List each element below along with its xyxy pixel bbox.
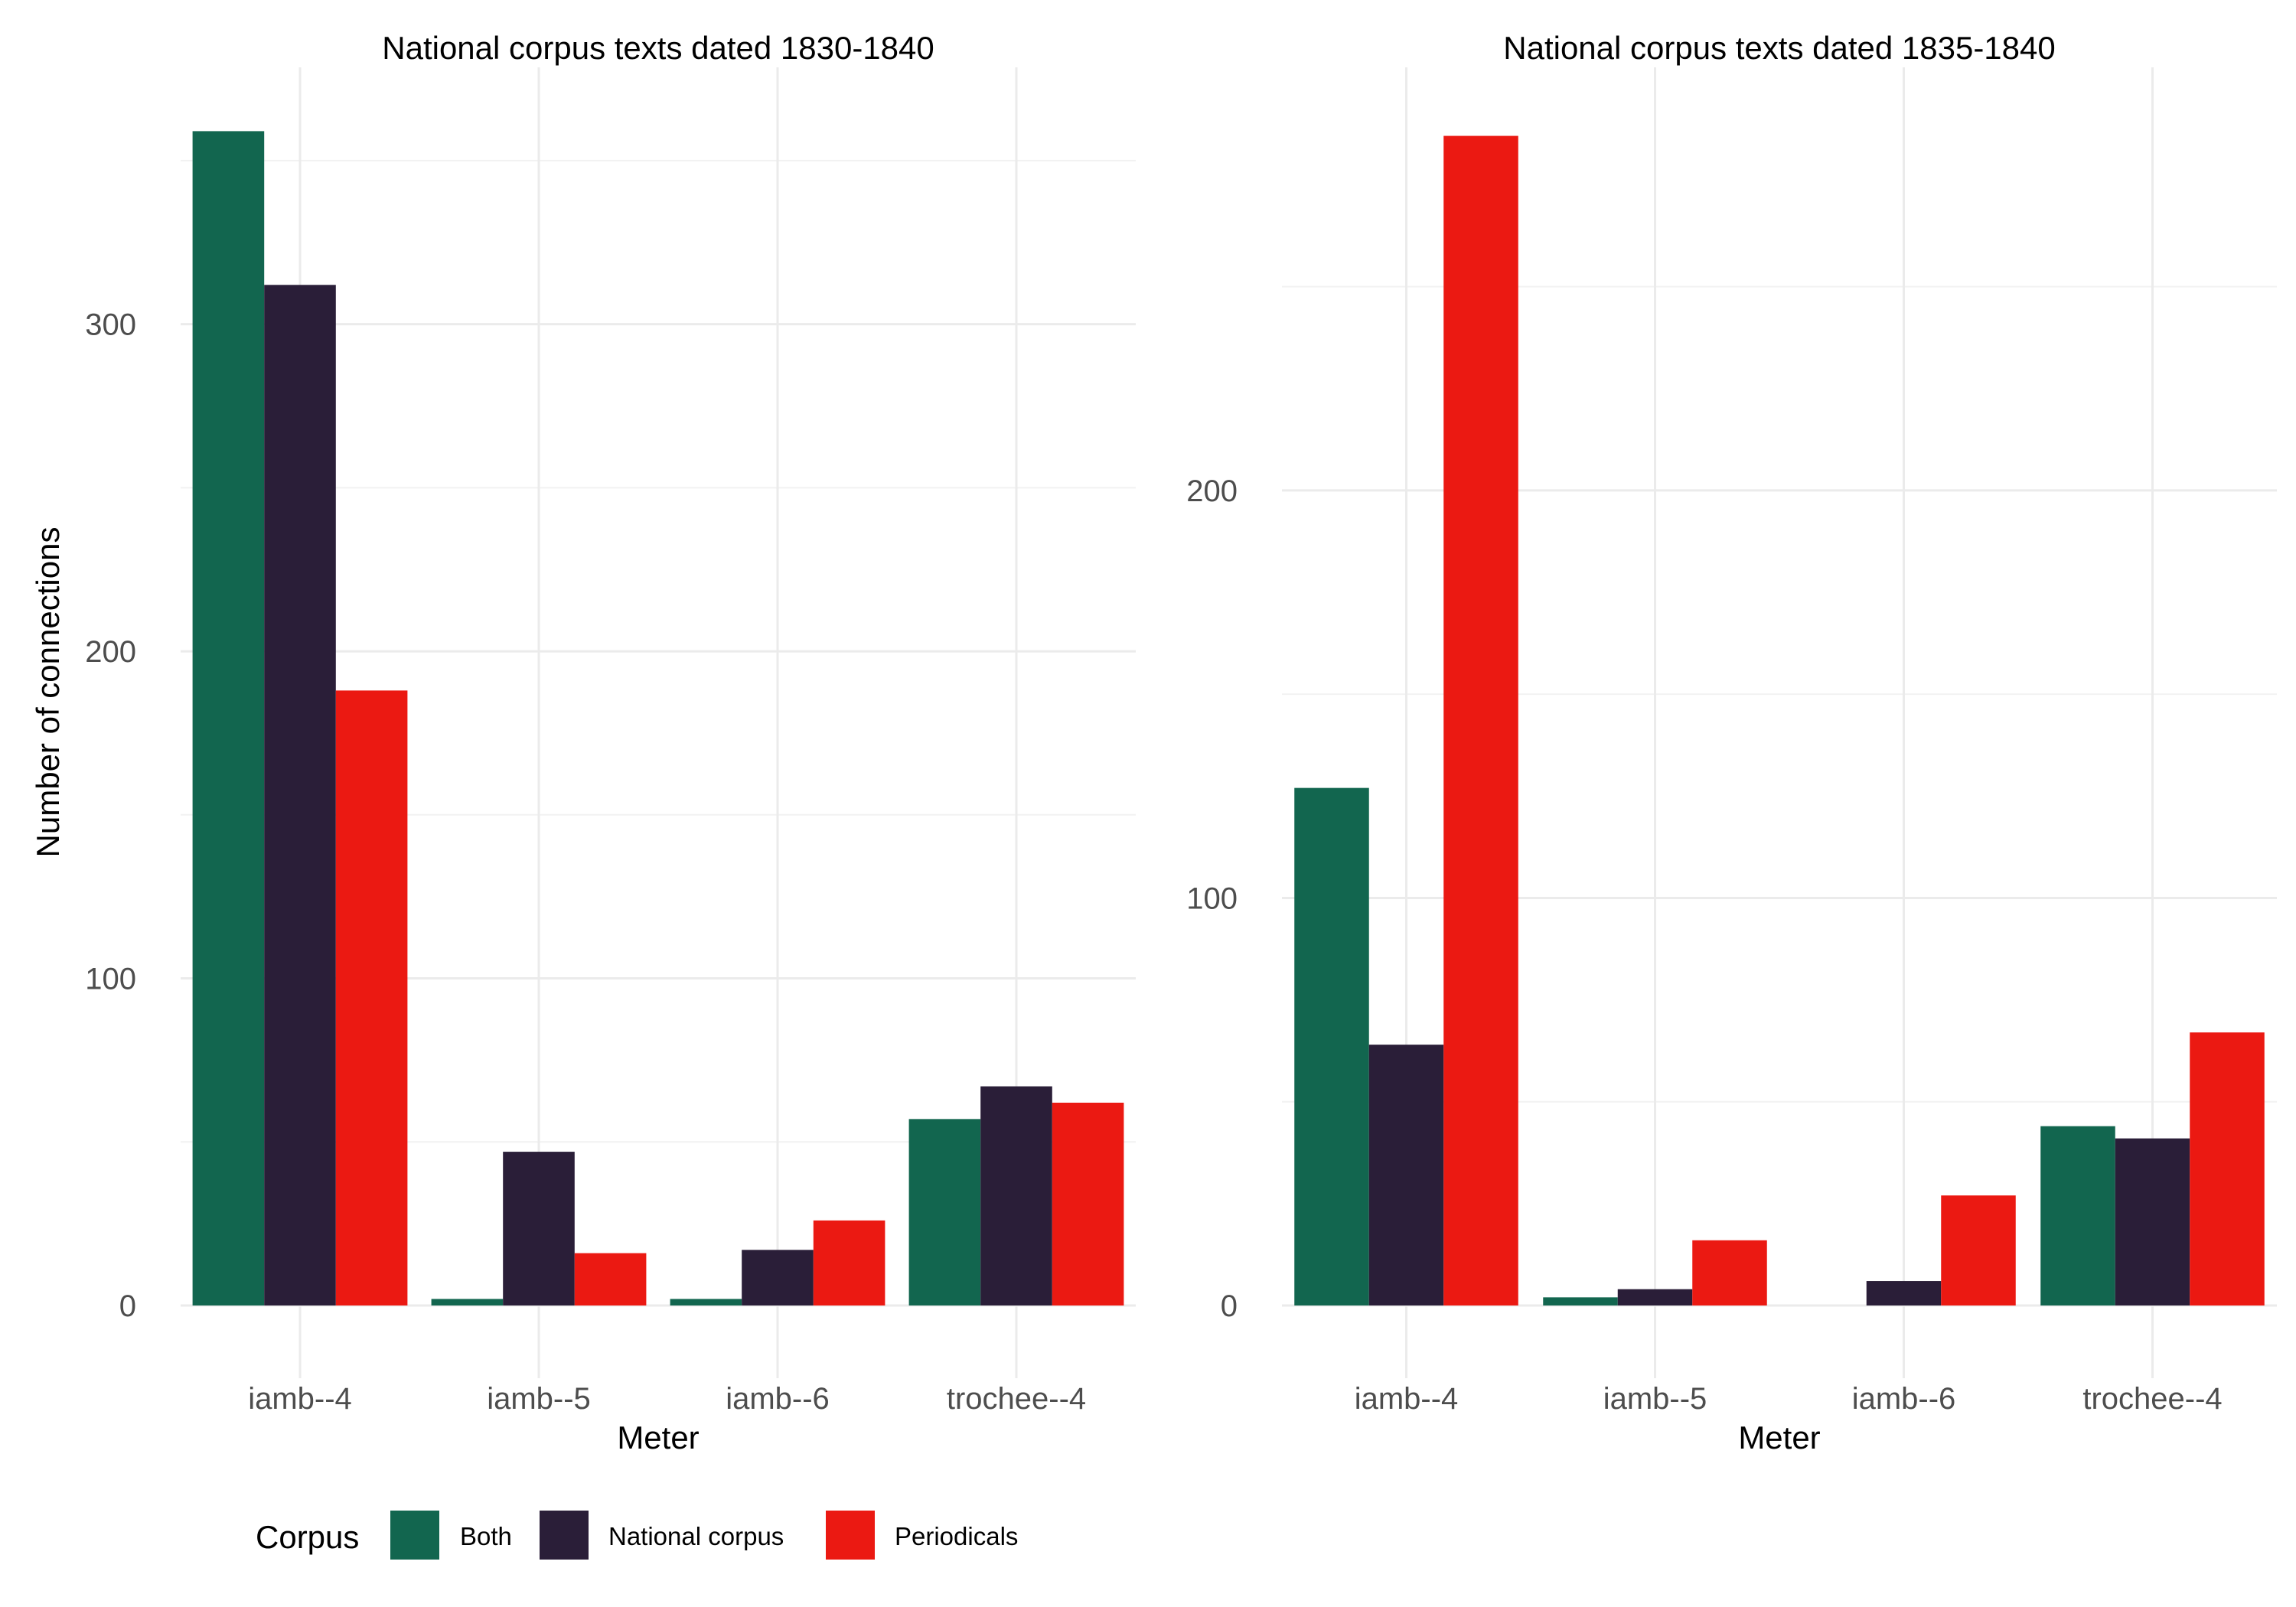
legend-label-periodicals: Periodicals [895,1522,1018,1550]
bar-national-corpus-iamb-4 [264,285,336,1306]
bar-periodicals-iamb-5 [574,1253,647,1305]
legend-label-both: Both [460,1522,512,1550]
bar-national-corpus-trochee-4 [980,1086,1052,1305]
x-tick-label: iamb--4 [1355,1382,1459,1416]
legend-swatch-both [390,1511,439,1560]
y-tick-label: 200 [1186,474,1238,508]
bar-periodicals-iamb-4 [1443,135,1518,1306]
x-tick-label: iamb--5 [1603,1382,1707,1416]
bar-national-corpus-iamb-5 [1617,1289,1693,1305]
legend-swatch-periodicals [826,1511,875,1560]
x-tick-label: iamb--6 [1852,1382,1956,1416]
legend-label-national-corpus: National corpus [608,1522,784,1550]
chart-panel-1830-1840: 0 100 200 300 iamb--4 iamb--5 iamb--6 trochee-… [30,30,1136,1455]
bar-both-iamb-4 [1294,787,1369,1305]
bar-periodicals-iamb-4 [335,690,408,1305]
bar-both-trochee-4 [908,1119,981,1305]
y-tick-label: 100 [1186,882,1238,915]
y-tick-label: 0 [1221,1289,1238,1323]
legend: Corpus Both National corpus Periodicals [256,1511,1018,1560]
panel-title: National corpus texts dated 1835-1840 [1503,30,2056,66]
x-tick-label: iamb--4 [248,1382,352,1416]
y-tick-labels: 0 100 200 300 [85,308,136,1323]
y-tick-label: 0 [119,1289,136,1323]
x-axis-title: Meter [617,1420,699,1455]
bars [192,131,1124,1306]
bar-national-corpus-iamb-4 [1368,1045,1444,1305]
bar-both-iamb-5 [1543,1297,1618,1305]
y-tick-label: 300 [85,308,136,342]
bar-national-corpus-iamb-5 [503,1152,575,1305]
bar-national-corpus-iamb-6 [1866,1281,1942,1305]
legend-swatch-national-corpus [540,1511,589,1560]
bars [1294,135,2265,1306]
x-tick-label: trochee--4 [2082,1382,2222,1416]
x-tick-label: iamb--6 [726,1382,830,1416]
x-tick-label: trochee--4 [947,1382,1086,1416]
bar-national-corpus-iamb-6 [742,1250,814,1305]
bar-periodicals-trochee-4 [1052,1102,1124,1305]
bar-periodicals-iamb-6 [1941,1195,2016,1305]
x-tick-labels: iamb--4 iamb--5 iamb--6 trochee--4 [248,1382,1086,1416]
y-tick-labels: 0 100 200 [1186,474,1238,1323]
bar-periodicals-iamb-6 [813,1220,885,1305]
y-tick-label: 100 [85,963,136,996]
legend-title: Corpus [256,1519,359,1555]
bar-both-iamb-5 [431,1299,504,1305]
bar-both-iamb-4 [192,131,265,1306]
bar-both-iamb-6 [670,1299,742,1305]
bar-both-trochee-4 [2040,1126,2115,1305]
bar-national-corpus-trochee-4 [2115,1138,2190,1305]
panel-title: National corpus texts dated 1830-1840 [382,30,934,66]
y-axis-title: Number of connections [30,527,66,858]
y-tick-label: 200 [85,635,136,669]
x-tick-labels: iamb--4 iamb--5 iamb--6 trochee--4 [1355,1382,2223,1416]
bar-periodicals-iamb-5 [1692,1240,1767,1305]
x-tick-label: iamb--5 [487,1382,591,1416]
bar-periodicals-trochee-4 [2190,1032,2265,1305]
x-axis-title: Meter [1738,1420,1820,1455]
